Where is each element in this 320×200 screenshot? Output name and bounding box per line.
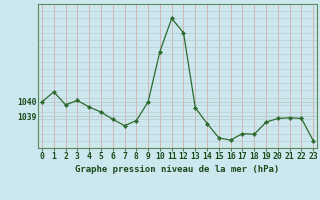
X-axis label: Graphe pression niveau de la mer (hPa): Graphe pression niveau de la mer (hPa): [76, 165, 280, 174]
